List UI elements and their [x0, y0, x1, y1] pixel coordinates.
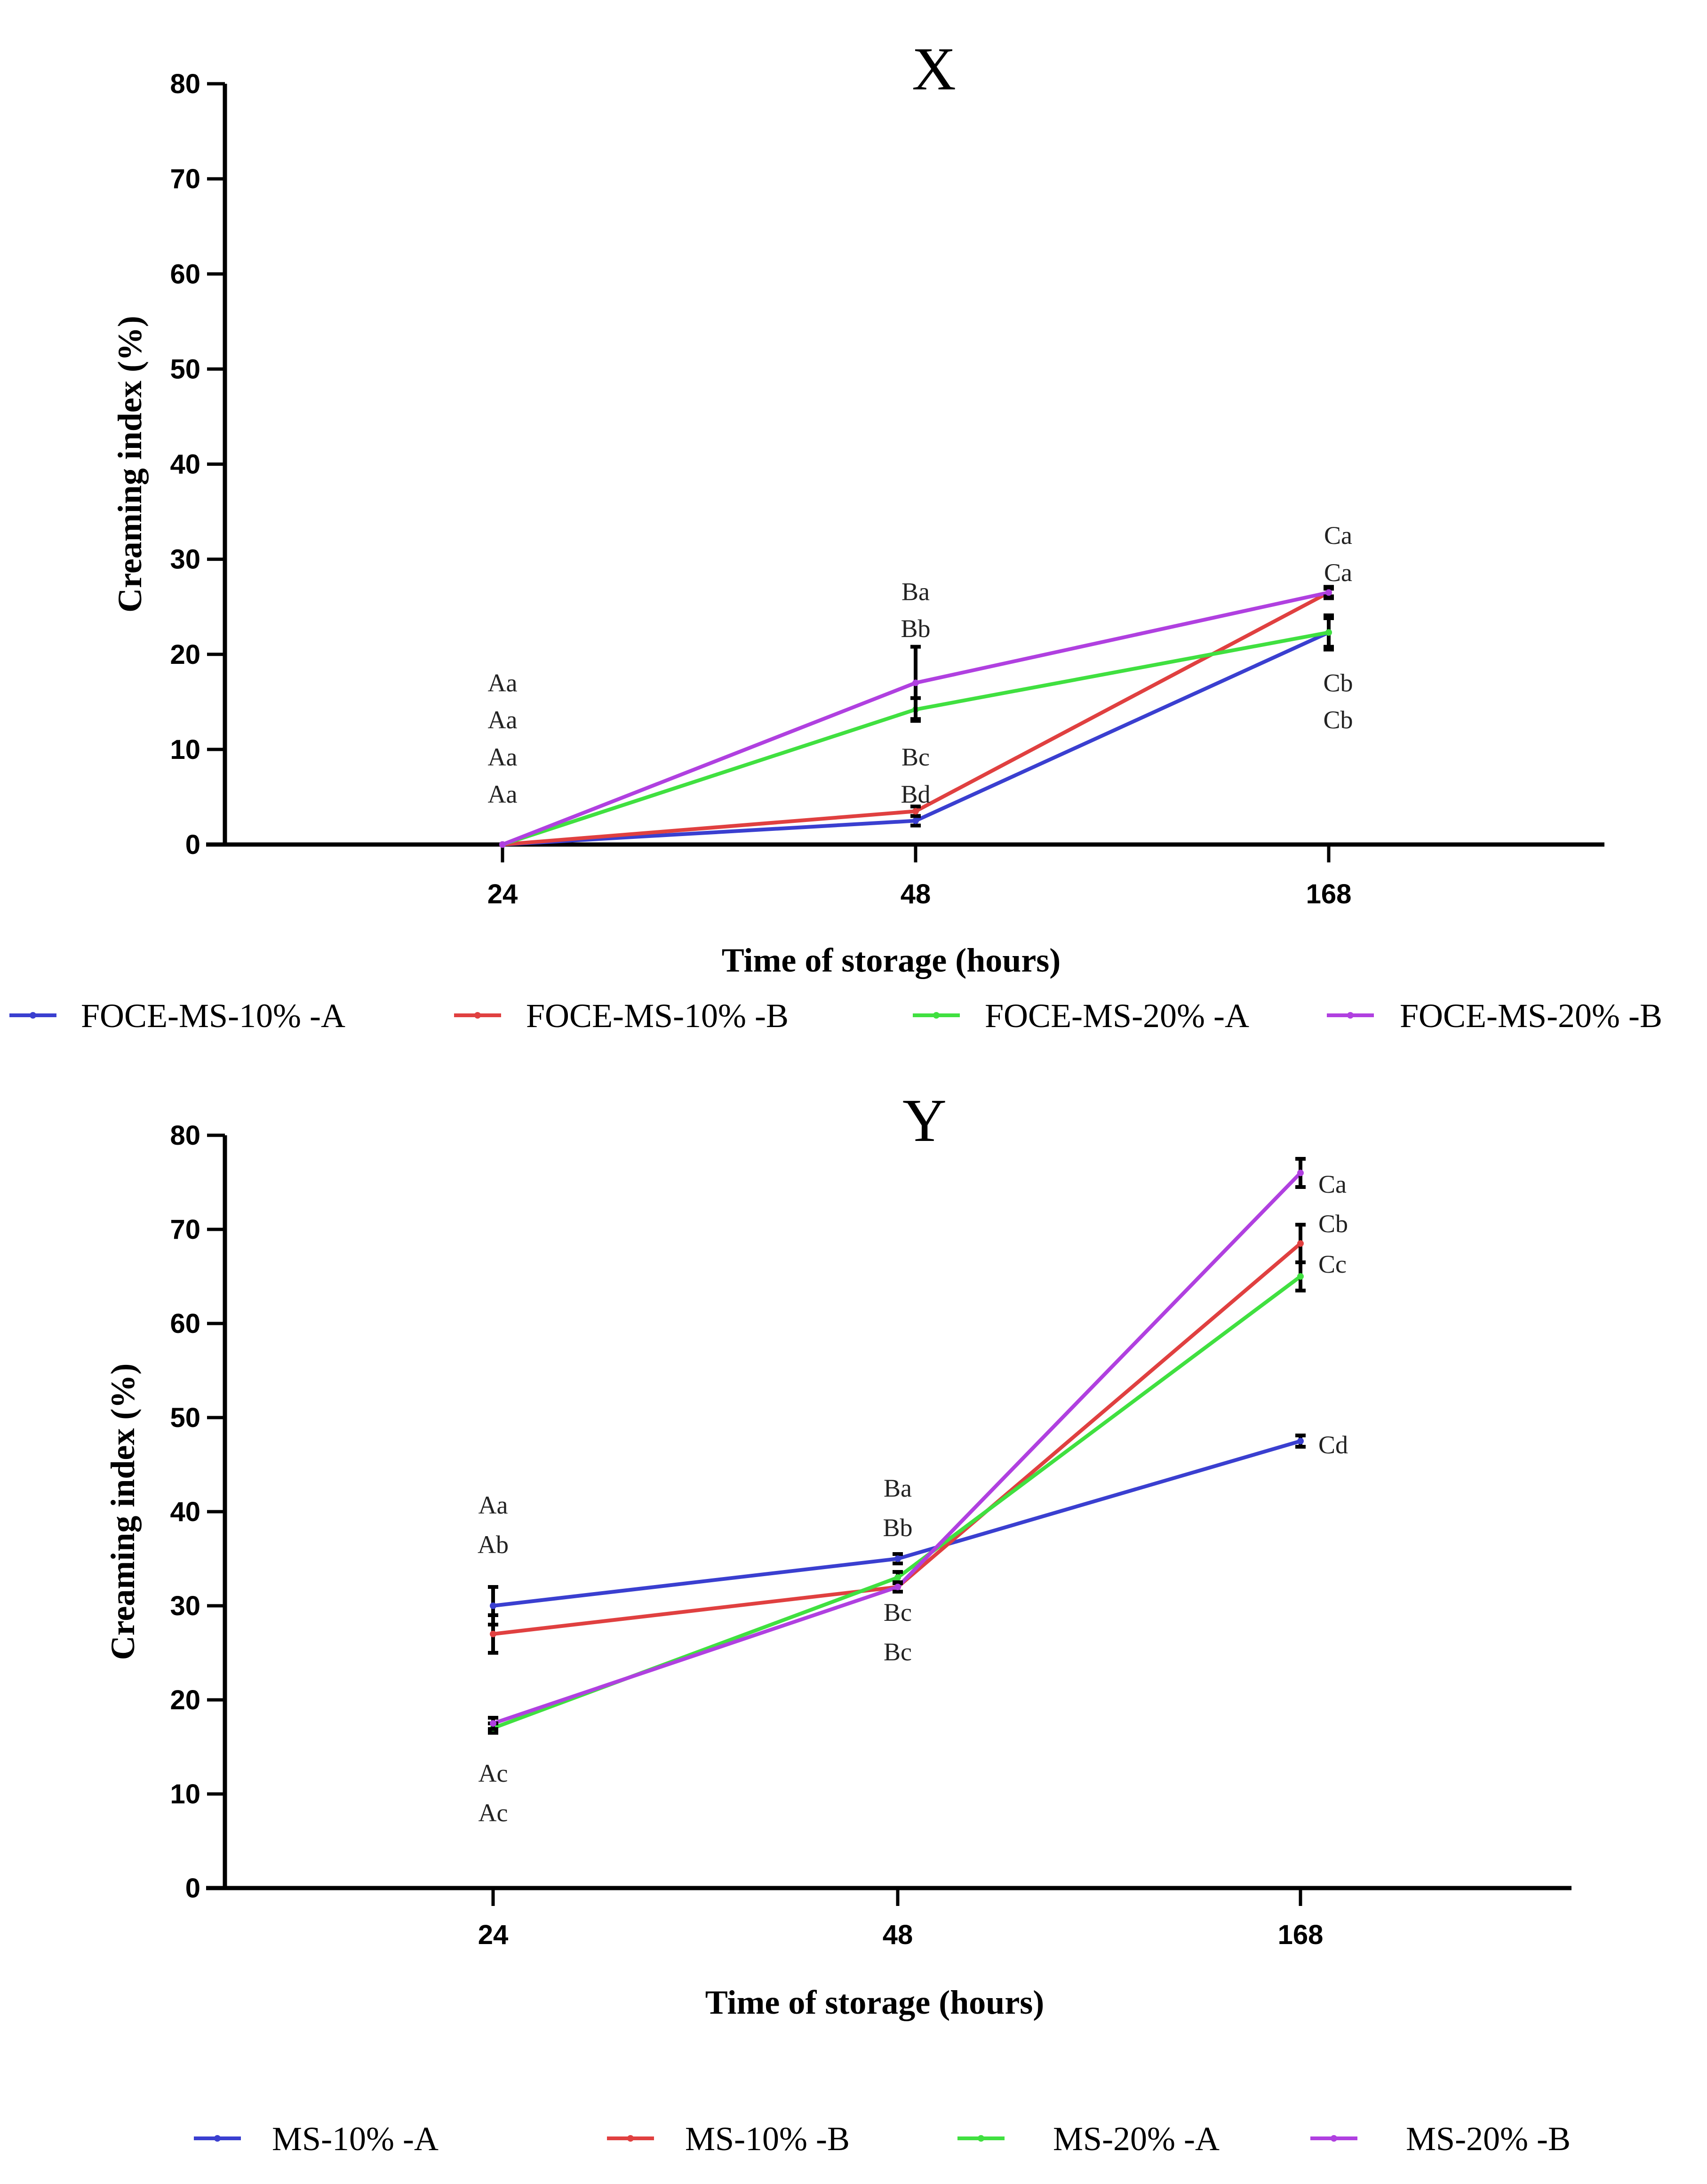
- significance-label: Ac: [479, 1759, 508, 1787]
- significance-label: Ca: [1324, 558, 1352, 587]
- significance-label: Ca: [1324, 521, 1352, 550]
- y-tick-label: 10: [170, 1779, 200, 1809]
- data-point: [912, 817, 919, 824]
- x-tick-label: 24: [487, 879, 518, 909]
- y-tick-label: 30: [170, 1591, 200, 1621]
- y-tick-label: 50: [170, 354, 200, 384]
- chart-title: Y: [902, 1087, 947, 1155]
- x-tick-label: 168: [1306, 879, 1352, 909]
- chart-y: Y 0 10 20 30 40 50 60 70 80 24 48 168 Time of storage…: [104, 1087, 1571, 2158]
- data-point: [912, 679, 919, 686]
- significance-label: Ba: [901, 577, 930, 606]
- significance-label: Bd: [901, 780, 930, 808]
- legend-label: MS-10% -A: [272, 2120, 439, 2158]
- legend-label: MS-20% -B: [1406, 2120, 1571, 2158]
- y-tick-label: 20: [170, 1685, 200, 1715]
- significance-label: Bb: [883, 1514, 912, 1542]
- data-point: [1297, 1170, 1304, 1176]
- legend-marker: [30, 1012, 36, 1019]
- significance-label: Ca: [1318, 1170, 1347, 1198]
- legend-label: FOCE-MS-20% -B: [1400, 997, 1662, 1035]
- significance-label: Cb: [1323, 706, 1353, 734]
- y-tick-label: 40: [170, 1497, 200, 1527]
- data-point: [1325, 589, 1332, 596]
- y-tick-label: 0: [185, 829, 200, 860]
- x-tick-label: 48: [883, 1920, 913, 1950]
- legend-label: MS-10% -B: [685, 2120, 850, 2158]
- legend-marker: [1347, 1012, 1354, 1019]
- x-tick-label: 168: [1278, 1920, 1324, 1950]
- significance-label: Aa: [488, 706, 518, 734]
- legend-marker: [978, 2135, 984, 2142]
- legend-marker: [214, 2135, 221, 2142]
- y-tick-label: 80: [170, 1120, 200, 1151]
- data-point: [490, 1602, 496, 1609]
- legend-marker: [474, 1012, 481, 1019]
- y-tick-label: 60: [170, 1308, 200, 1339]
- significance-label: Bc: [901, 743, 930, 771]
- significance-label: Aa: [479, 1491, 508, 1519]
- y-axis-title: Creaming index (%): [104, 1363, 142, 1660]
- legend-label: FOCE-MS-10% -B: [526, 997, 789, 1035]
- significance-label: Aa: [488, 743, 518, 771]
- y-tick-label: 60: [170, 259, 200, 289]
- data-point: [912, 808, 919, 815]
- data-point: [499, 841, 506, 848]
- y-tick-label: 0: [185, 1873, 200, 1904]
- legend-marker: [1331, 2135, 1337, 2142]
- data-point: [490, 1720, 496, 1727]
- significance-label: Aa: [488, 669, 518, 697]
- legend-label: FOCE-MS-20% -A: [985, 997, 1249, 1035]
- significance-label: Cd: [1318, 1431, 1348, 1459]
- significance-label: Cc: [1318, 1250, 1347, 1278]
- significance-label: Ac: [479, 1799, 508, 1827]
- y-tick-label: 50: [170, 1403, 200, 1433]
- y-tick-label: 40: [170, 449, 200, 480]
- x-axis-title: Time of storage (hours): [705, 1984, 1045, 2021]
- significance-label: Ab: [478, 1530, 509, 1559]
- y-tick-label: 80: [170, 69, 200, 99]
- data-point: [1297, 1240, 1304, 1247]
- significance-label: Bc: [884, 1638, 912, 1666]
- x-tick-label: 48: [901, 879, 931, 909]
- data-point: [894, 1555, 901, 1562]
- data-point: [1297, 1273, 1304, 1280]
- y-tick-label: 20: [170, 639, 200, 670]
- legend-marker: [933, 1012, 940, 1019]
- significance-label: Aa: [488, 780, 518, 808]
- data-point: [1297, 1438, 1304, 1444]
- significance-label: Cb: [1323, 669, 1353, 697]
- y-tick-label: 70: [170, 1214, 200, 1245]
- chart-x: X 0 10 20 30 40 50 60 70 80 24 48 168 Time of storage…: [9, 35, 1662, 1035]
- data-point: [894, 1574, 901, 1581]
- data-point: [490, 1631, 496, 1637]
- y-axis-title: Creaming index (%): [111, 316, 149, 613]
- legend-label: MS-20% -A: [1053, 2120, 1220, 2158]
- significance-label: Bb: [901, 614, 930, 643]
- significance-label: Cb: [1318, 1210, 1348, 1238]
- significance-label: Bc: [884, 1598, 912, 1626]
- legend-label: FOCE-MS-10% -A: [81, 997, 345, 1035]
- data-point: [894, 1584, 901, 1590]
- legend-marker: [627, 2135, 634, 2142]
- chart-title: X: [912, 35, 956, 103]
- y-tick-label: 10: [170, 734, 200, 765]
- y-tick-label: 70: [170, 164, 200, 194]
- significance-label: Ba: [884, 1474, 912, 1502]
- x-axis-title: Time of storage (hours): [722, 941, 1061, 979]
- y-tick-label: 30: [170, 544, 200, 575]
- x-tick-label: 24: [478, 1920, 509, 1950]
- data-point: [1325, 629, 1332, 636]
